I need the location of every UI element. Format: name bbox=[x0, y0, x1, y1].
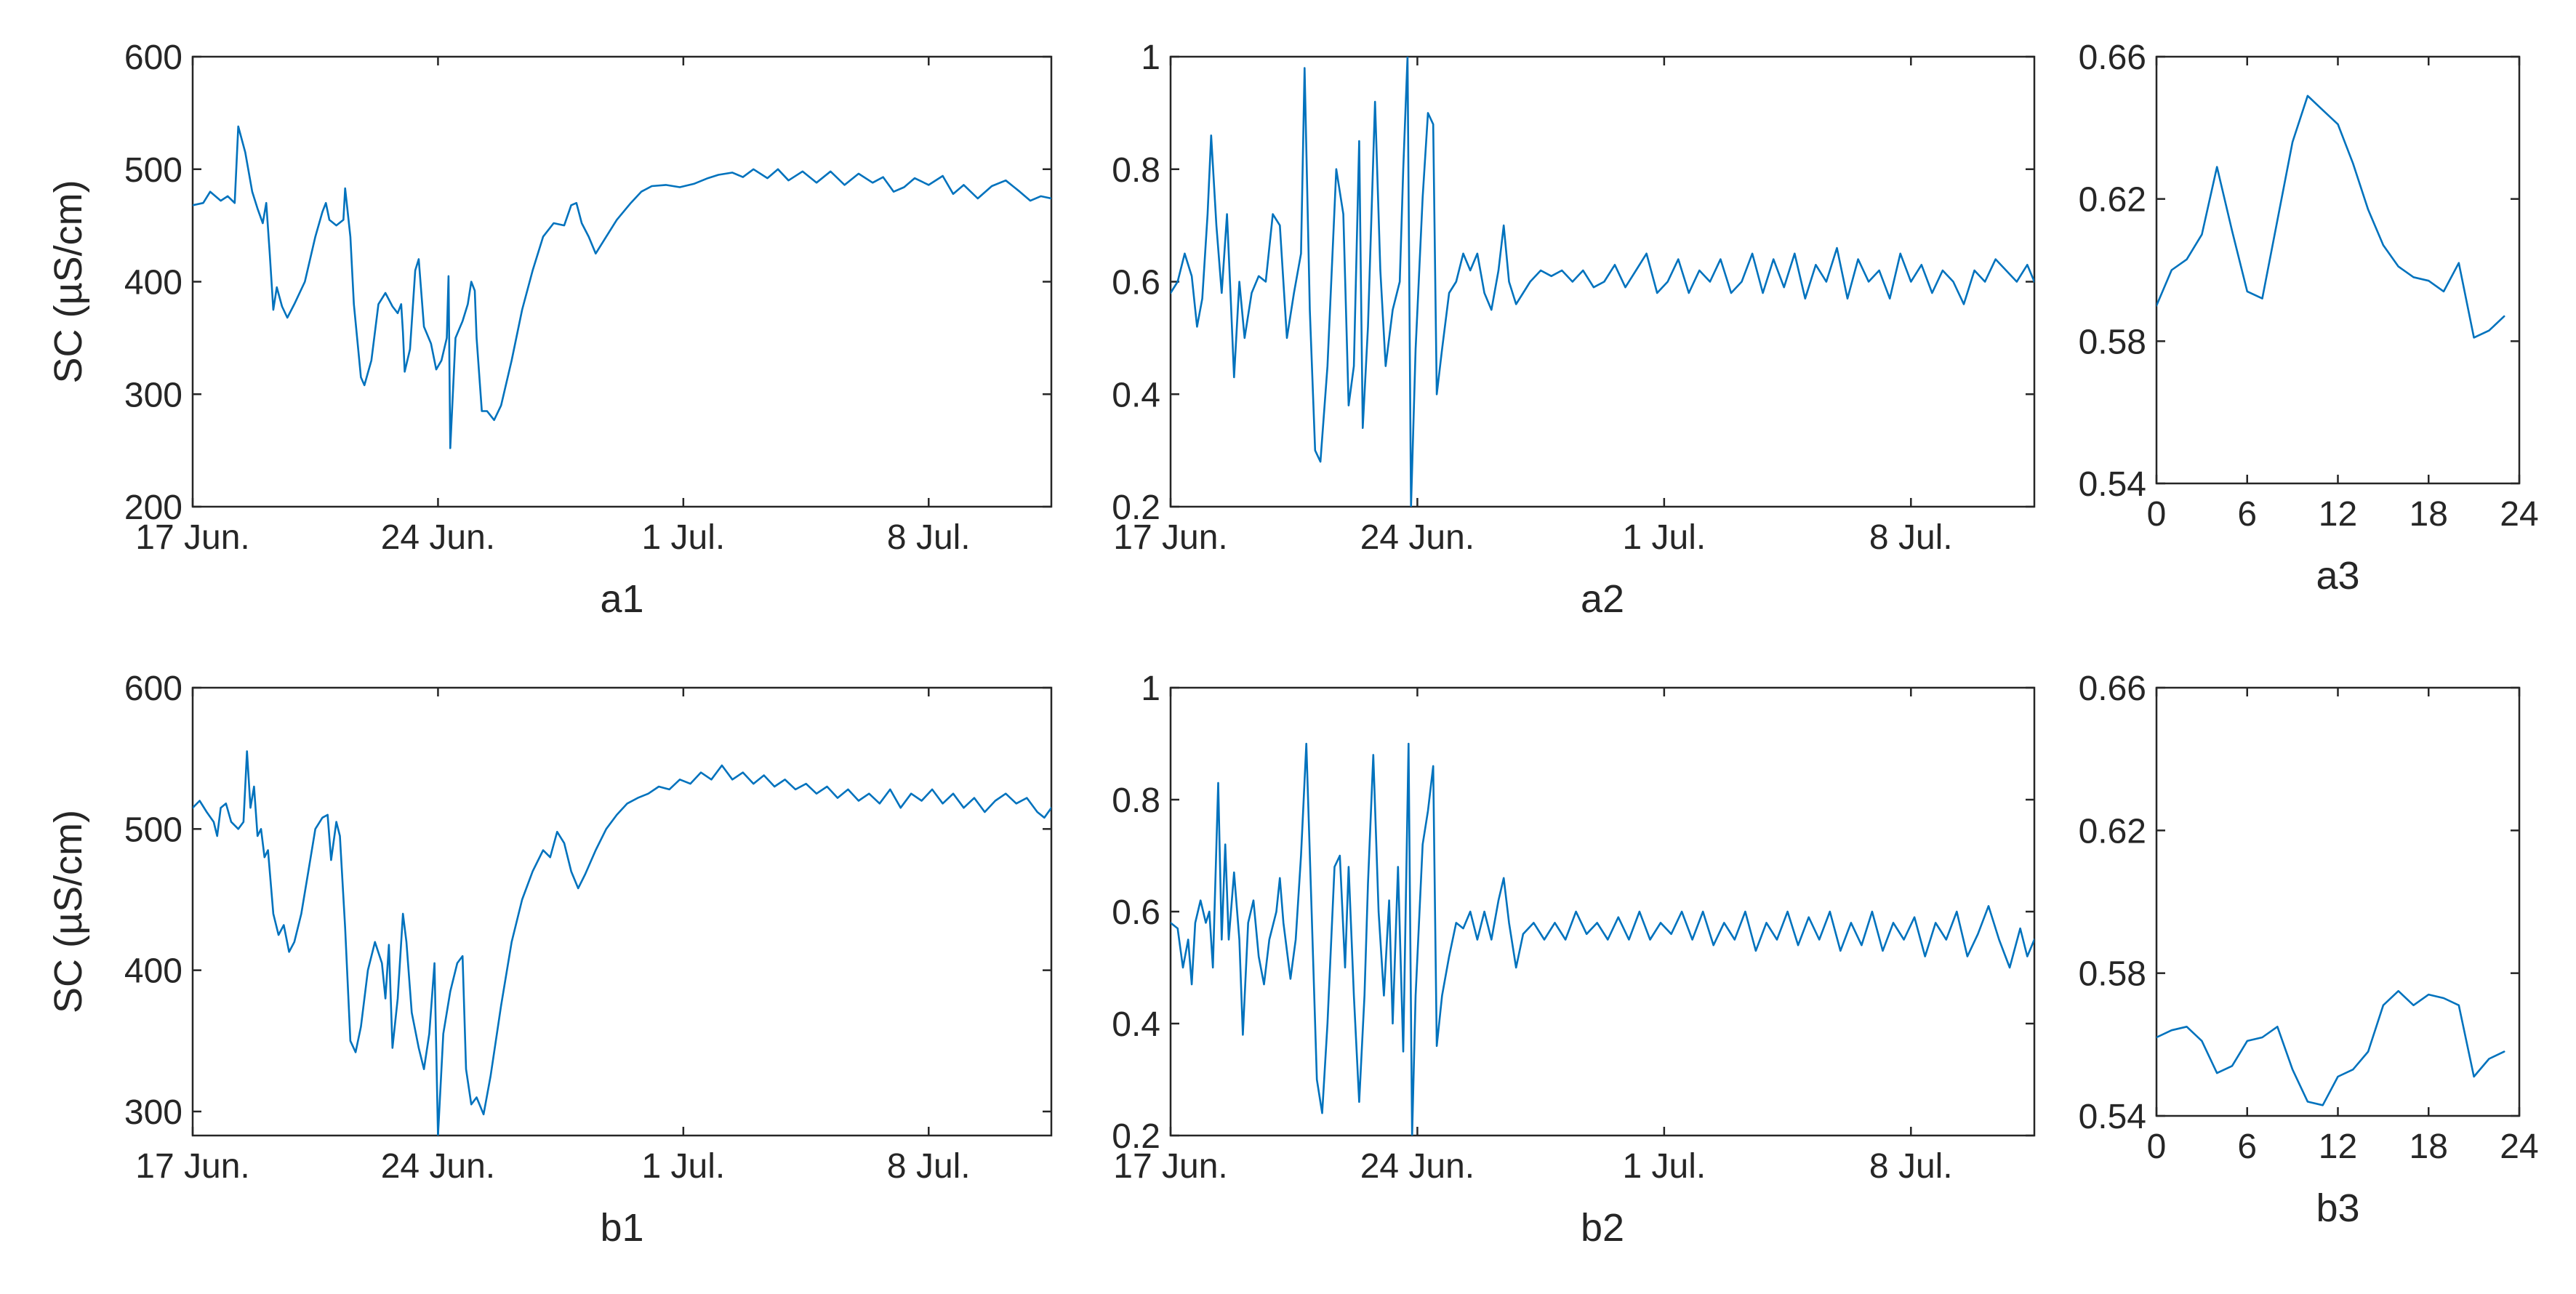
x-tick-label: 1 Jul. bbox=[1622, 518, 1706, 557]
y-tick-label: 200 bbox=[124, 489, 182, 527]
x-tick-label: 1 Jul. bbox=[641, 1147, 725, 1186]
y-tick-label: 0.8 bbox=[1112, 781, 1160, 820]
x-tick-label: 12 bbox=[2319, 1128, 2357, 1166]
y-tick-label: 0.54 bbox=[2079, 465, 2146, 504]
y-tick-label: 0.8 bbox=[1112, 151, 1160, 190]
y-axis-label: SC (µS/cm) bbox=[47, 810, 90, 1013]
x-tick-label: 18 bbox=[2410, 495, 2448, 534]
series-line-b1 bbox=[193, 750, 1051, 1136]
x-tick-label: 8 Jul. bbox=[1869, 1147, 1953, 1186]
y-tick-label: 400 bbox=[124, 264, 182, 302]
panel-label-a1: a1 bbox=[600, 577, 643, 621]
x-tick-label: 6 bbox=[2237, 1128, 2257, 1166]
x-tick-label: 1 Jul. bbox=[1622, 1147, 1706, 1186]
x-tick-label: 12 bbox=[2319, 495, 2357, 534]
y-tick-label: 0.2 bbox=[1112, 489, 1160, 527]
y-tick-label: 0.6 bbox=[1112, 893, 1160, 932]
x-tick-label: 1 Jul. bbox=[641, 518, 725, 557]
panel-a3: 0 6 12 18 24 0.54 0.58 0.62 0.66 a3 bbox=[2079, 39, 2539, 598]
x-tick-label: 17 Jun. bbox=[135, 1147, 249, 1186]
y-tick-label: 0.62 bbox=[2079, 181, 2146, 220]
x-tick-label: 17 Jun. bbox=[135, 518, 249, 557]
y-tick-label: 0.4 bbox=[1112, 1005, 1160, 1044]
series-line-b3 bbox=[2156, 989, 2505, 1106]
axes-frame-a3 bbox=[2155, 55, 2521, 485]
x-tick-label: 17 Jun. bbox=[1113, 1147, 1227, 1186]
y-tick-label: 1 bbox=[1141, 39, 1160, 77]
axes-frame-a1 bbox=[191, 55, 1053, 508]
series-line-a1 bbox=[193, 125, 1051, 449]
panel-a2: 17 Jun. 24 Jun. 1 Jul. 8 Jul. 0.2 0.4 0.6 0.8 1 a… bbox=[1112, 39, 2036, 621]
series-line-a3 bbox=[2156, 95, 2505, 339]
y-tick-label: 500 bbox=[124, 151, 182, 190]
y-tick-label: 0.54 bbox=[2079, 1098, 2146, 1136]
panel-label-b3: b3 bbox=[2316, 1186, 2359, 1230]
y-tick-label: 0.4 bbox=[1112, 376, 1160, 414]
y-tick-label: 0.6 bbox=[1112, 264, 1160, 302]
y-tick-label: 600 bbox=[124, 39, 182, 77]
panel-b3: 0 6 12 18 24 0.54 0.58 0.62 0.66 b3 bbox=[2079, 670, 2539, 1230]
y-tick-label: 0.2 bbox=[1112, 1117, 1160, 1156]
series-line-a2 bbox=[1171, 57, 2034, 507]
y-tick-label: 300 bbox=[124, 1093, 182, 1132]
y-tick-label: 600 bbox=[124, 670, 182, 708]
x-tick-label: 24 bbox=[2500, 1128, 2538, 1166]
x-tick-label: 24 bbox=[2500, 495, 2538, 534]
panel-label-b1: b1 bbox=[600, 1206, 643, 1250]
y-axis-label: SC (µS/cm) bbox=[47, 180, 90, 383]
x-tick-label: 8 Jul. bbox=[887, 1147, 971, 1186]
x-tick-label: 17 Jun. bbox=[1113, 518, 1227, 557]
y-tick-label: 0.66 bbox=[2079, 670, 2146, 708]
panel-a1: 17 Jun. 24 Jun. 1 Jul. 8 Jul. 200 300 400 500 60… bbox=[47, 39, 1053, 621]
axes-frame-b2 bbox=[1169, 686, 2036, 1137]
y-tick-label: 0.58 bbox=[2079, 955, 2146, 994]
panel-label-b2: b2 bbox=[1581, 1206, 1624, 1250]
y-tick-label: 500 bbox=[124, 811, 182, 849]
x-tick-label: 6 bbox=[2237, 495, 2257, 534]
axes-frame-b1 bbox=[191, 686, 1053, 1137]
x-tick-label: 24 Jun. bbox=[1360, 518, 1474, 557]
x-tick-label: 24 Jun. bbox=[381, 518, 495, 557]
x-tick-label: 24 Jun. bbox=[381, 1147, 495, 1186]
y-tick-label: 0.58 bbox=[2079, 323, 2146, 361]
panel-label-a2: a2 bbox=[1581, 577, 1624, 621]
x-tick-label: 0 bbox=[2147, 1128, 2167, 1166]
panel-b2: 17 Jun. 24 Jun. 1 Jul. 8 Jul. 0.2 0.4 0.6 0.8 1 b… bbox=[1112, 670, 2036, 1250]
y-tick-label: 400 bbox=[124, 952, 182, 991]
x-tick-label: 24 Jun. bbox=[1360, 1147, 1474, 1186]
x-tick-label: 8 Jul. bbox=[887, 518, 971, 557]
series-line-b2 bbox=[1171, 742, 2034, 1136]
panel-label-a3: a3 bbox=[2316, 554, 2359, 598]
y-tick-label: 0.66 bbox=[2079, 39, 2146, 77]
x-tick-label: 0 bbox=[2147, 495, 2167, 534]
y-tick-label: 0.62 bbox=[2079, 812, 2146, 851]
x-tick-label: 18 bbox=[2410, 1128, 2448, 1166]
panel-b1: 17 Jun. 24 Jun. 1 Jul. 8 Jul. 300 400 500 600 SC… bbox=[47, 670, 1053, 1250]
y-tick-label: 300 bbox=[124, 376, 182, 414]
axes-frame-b3 bbox=[2155, 686, 2521, 1117]
x-tick-label: 8 Jul. bbox=[1869, 518, 1953, 557]
y-tick-label: 1 bbox=[1141, 670, 1160, 708]
